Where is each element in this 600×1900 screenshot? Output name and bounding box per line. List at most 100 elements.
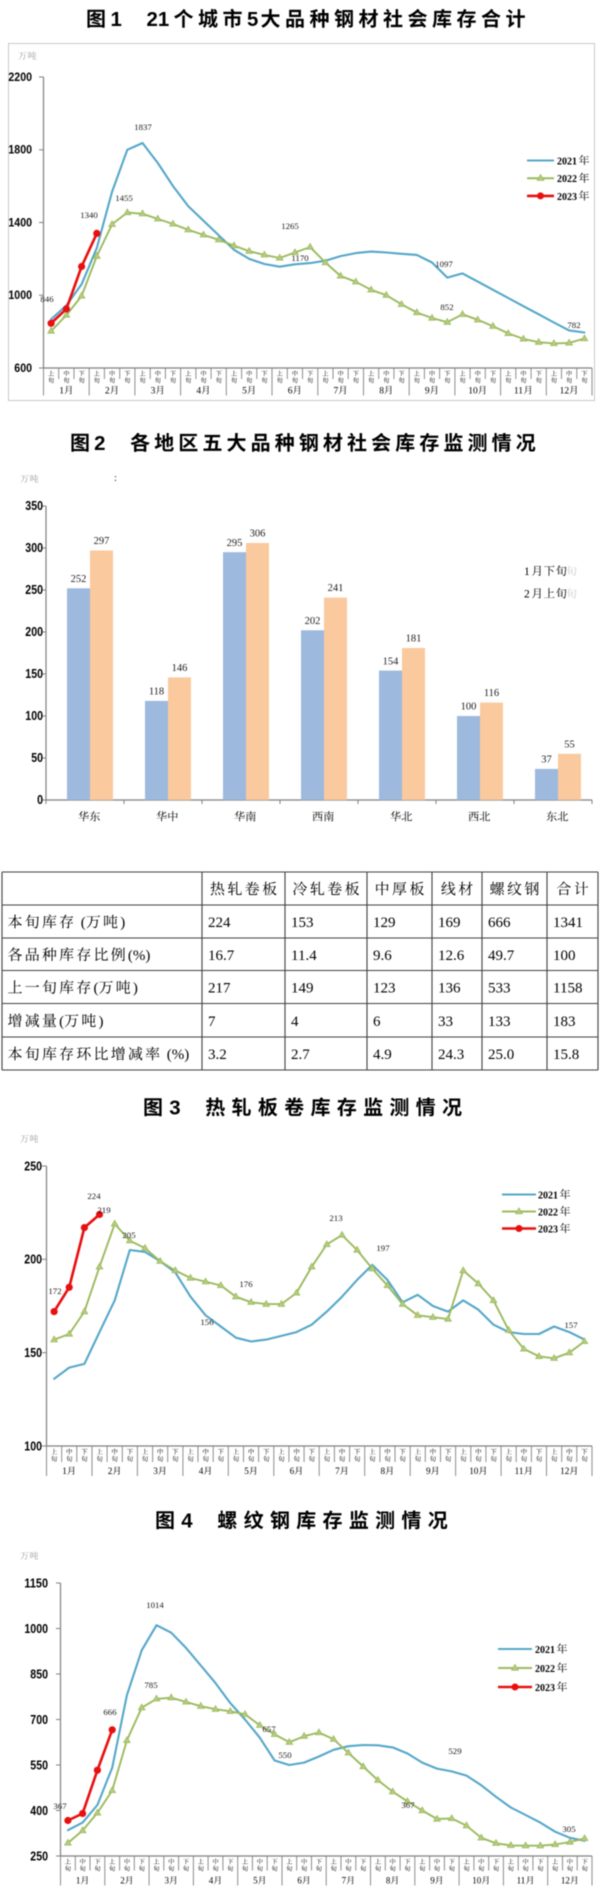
svg-text:8: 8 <box>379 387 384 397</box>
svg-text:241: 241 <box>328 583 344 594</box>
svg-text:2: 2 <box>108 1466 113 1476</box>
svg-text:150: 150 <box>24 1345 42 1360</box>
svg-text:7: 7 <box>208 1014 216 1030</box>
svg-text:213: 213 <box>329 1213 343 1223</box>
svg-text:1170: 1170 <box>291 253 309 263</box>
svg-text:1800: 1800 <box>8 143 32 157</box>
svg-text:2: 2 <box>524 589 530 601</box>
svg-text:0: 0 <box>37 793 43 807</box>
svg-text:7: 7 <box>335 1466 340 1476</box>
svg-text:129: 129 <box>373 915 396 931</box>
svg-text:37: 37 <box>541 755 552 766</box>
svg-text:1: 1 <box>59 387 64 397</box>
svg-text:1000: 1000 <box>24 1621 48 1636</box>
svg-text:9: 9 <box>425 387 430 397</box>
svg-text:11: 11 <box>515 1466 524 1476</box>
svg-text:3: 3 <box>151 387 156 397</box>
svg-text:1150: 1150 <box>24 1575 48 1590</box>
svg-text:8: 8 <box>381 1466 386 1476</box>
svg-text:224: 224 <box>87 1191 101 1201</box>
svg-text:169: 169 <box>438 915 461 931</box>
svg-text:400: 400 <box>30 1803 48 1818</box>
svg-text:666: 666 <box>103 1707 117 1717</box>
svg-text:100: 100 <box>25 709 43 723</box>
svg-text:183: 183 <box>553 1014 576 1030</box>
svg-text:367: 367 <box>53 1801 67 1811</box>
svg-text:846: 846 <box>40 294 54 304</box>
svg-text:12: 12 <box>560 1466 570 1476</box>
svg-text:2021: 2021 <box>535 1644 555 1656</box>
svg-text:1: 1 <box>62 1466 67 1476</box>
svg-text:2.7: 2.7 <box>291 1047 310 1063</box>
svg-text:118: 118 <box>149 687 164 698</box>
svg-text:4.9: 4.9 <box>373 1047 392 1063</box>
svg-text:5: 5 <box>253 1876 258 1886</box>
svg-text:12: 12 <box>561 1876 570 1886</box>
svg-text:782: 782 <box>567 320 580 330</box>
svg-text:25.0: 25.0 <box>488 1047 514 1063</box>
svg-text:1: 1 <box>524 566 530 578</box>
svg-text:176: 176 <box>239 1279 253 1289</box>
svg-text:): ) <box>133 981 138 997</box>
svg-text:11.4: 11.4 <box>291 948 317 964</box>
svg-text:5: 5 <box>244 1466 249 1476</box>
svg-text:11: 11 <box>517 1876 526 1886</box>
svg-text:1400: 1400 <box>8 216 32 230</box>
svg-text:1455: 1455 <box>115 193 133 203</box>
svg-text:224: 224 <box>208 915 231 931</box>
svg-text:1340: 1340 <box>80 210 98 220</box>
svg-text:3: 3 <box>165 1876 170 1886</box>
svg-text:785: 785 <box>144 1680 158 1690</box>
svg-text:2022: 2022 <box>535 1663 555 1675</box>
svg-text:550: 550 <box>30 1757 48 1772</box>
svg-text:2022: 2022 <box>557 173 577 185</box>
svg-text:250: 250 <box>24 1158 42 1173</box>
svg-text:1000: 1000 <box>8 288 32 302</box>
svg-text:6: 6 <box>373 1014 381 1030</box>
svg-text:3.2: 3.2 <box>208 1047 227 1063</box>
svg-text:10: 10 <box>469 1466 479 1476</box>
svg-text:1: 1 <box>111 9 122 31</box>
svg-text:350: 350 <box>25 499 43 513</box>
svg-text:153: 153 <box>291 915 314 931</box>
svg-text:55: 55 <box>564 740 575 751</box>
svg-text:852: 852 <box>440 302 453 312</box>
svg-text:200: 200 <box>25 625 43 639</box>
svg-text:297: 297 <box>94 536 110 547</box>
svg-text:4: 4 <box>181 1511 193 1533</box>
svg-text:15.8: 15.8 <box>553 1047 579 1063</box>
svg-text:2200: 2200 <box>8 70 32 84</box>
svg-text:(: ( <box>81 915 86 931</box>
svg-text:11: 11 <box>514 387 523 397</box>
svg-text:533: 533 <box>488 981 511 997</box>
svg-text:10: 10 <box>472 1876 482 1886</box>
svg-text:136: 136 <box>438 981 461 997</box>
svg-text:8: 8 <box>386 1876 391 1886</box>
svg-text:219: 219 <box>97 1205 111 1215</box>
svg-text:367: 367 <box>401 1800 415 1810</box>
svg-text:2021: 2021 <box>557 155 577 167</box>
svg-text:16.7: 16.7 <box>208 948 235 964</box>
svg-text:12: 12 <box>560 387 570 397</box>
svg-text:300: 300 <box>25 541 43 555</box>
svg-text:10: 10 <box>468 387 478 397</box>
svg-text:6: 6 <box>290 1466 295 1476</box>
svg-text:157: 157 <box>564 1320 578 1330</box>
svg-text:1265: 1265 <box>281 221 299 231</box>
svg-text:): ) <box>99 1014 104 1030</box>
svg-text:850: 850 <box>30 1666 48 1681</box>
svg-text:6: 6 <box>288 387 293 397</box>
svg-text:550: 550 <box>278 1750 292 1760</box>
svg-text:197: 197 <box>376 1243 390 1253</box>
svg-text:): ) <box>120 915 125 931</box>
svg-text:700: 700 <box>30 1712 48 1727</box>
svg-text:3: 3 <box>169 1098 180 1120</box>
svg-text:657: 657 <box>262 1724 276 1734</box>
svg-text:149: 149 <box>291 981 314 997</box>
svg-text:295: 295 <box>227 538 243 549</box>
svg-text:2023: 2023 <box>538 1223 559 1235</box>
svg-text:7: 7 <box>334 387 339 397</box>
svg-text:1014: 1014 <box>146 1600 164 1610</box>
svg-text:3: 3 <box>153 1466 158 1476</box>
svg-text:9: 9 <box>430 1876 435 1886</box>
